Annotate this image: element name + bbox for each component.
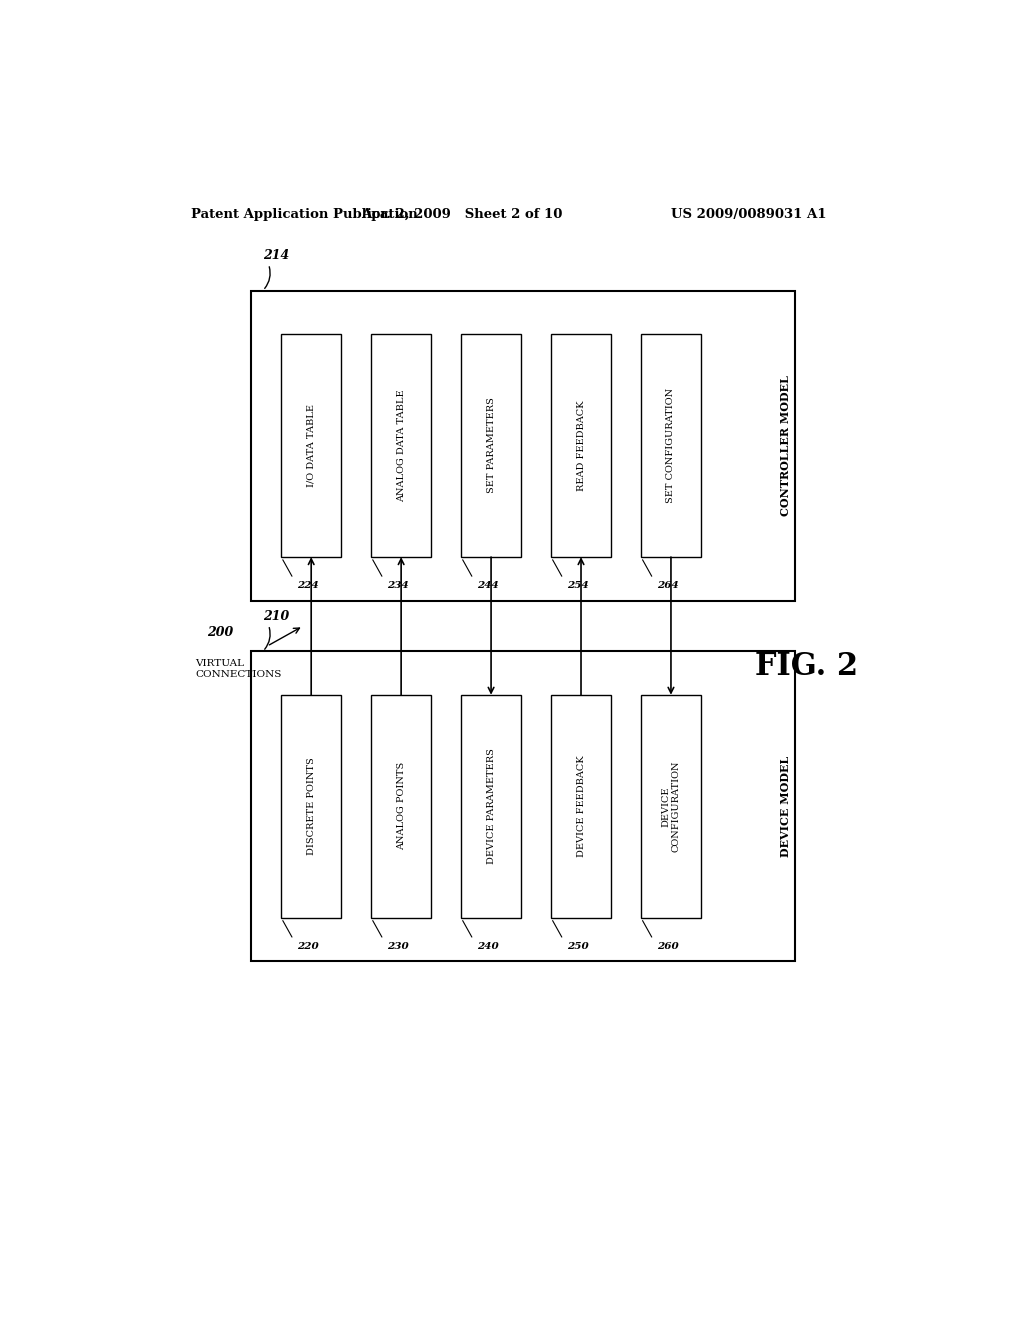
Bar (551, 334, 610, 557)
Text: 240: 240 (477, 941, 499, 950)
Text: DISCRETE POINTS: DISCRETE POINTS (307, 758, 315, 855)
Text: Apr. 2, 2009   Sheet 2 of 10: Apr. 2, 2009 Sheet 2 of 10 (360, 207, 562, 220)
Bar (282, 694, 341, 919)
Text: ANALOG POINTS: ANALOG POINTS (396, 762, 406, 850)
Bar (551, 694, 610, 919)
Text: 224: 224 (297, 581, 319, 590)
Text: 200: 200 (207, 626, 233, 639)
Bar (462, 694, 521, 919)
Text: SET PARAMETERS: SET PARAMETERS (486, 397, 496, 494)
Bar (641, 694, 700, 919)
Text: US 2009/0089031 A1: US 2009/0089031 A1 (671, 207, 826, 220)
Bar (372, 334, 431, 557)
Text: DEVICE PARAMETERS: DEVICE PARAMETERS (486, 748, 496, 865)
Text: VIRTUAL
CONNECTIONS: VIRTUAL CONNECTIONS (196, 660, 282, 678)
Bar (372, 694, 431, 919)
Text: SET CONFIGURATION: SET CONFIGURATION (667, 388, 676, 503)
Text: 264: 264 (657, 581, 679, 590)
Text: 254: 254 (567, 581, 589, 590)
Text: 210: 210 (263, 610, 289, 623)
Text: CONTROLLER MODEL: CONTROLLER MODEL (779, 375, 791, 516)
Text: READ FEEDBACK: READ FEEDBACK (577, 400, 586, 491)
Text: 214: 214 (263, 249, 289, 263)
Bar (641, 334, 700, 557)
Bar (462, 334, 521, 557)
Text: 244: 244 (477, 581, 499, 590)
Bar (251, 290, 795, 601)
Text: 220: 220 (297, 941, 319, 950)
Text: ANALOG DATA TABLE: ANALOG DATA TABLE (396, 389, 406, 502)
Bar (251, 651, 795, 961)
Text: DEVICE MODEL: DEVICE MODEL (779, 756, 791, 857)
Text: 230: 230 (387, 941, 409, 950)
Text: FIG. 2: FIG. 2 (755, 651, 858, 682)
Text: I/O DATA TABLE: I/O DATA TABLE (307, 404, 315, 487)
Text: 250: 250 (567, 941, 589, 950)
Text: 260: 260 (657, 941, 679, 950)
Text: 234: 234 (387, 581, 409, 590)
Bar (282, 334, 341, 557)
Text: Patent Application Publication: Patent Application Publication (191, 207, 418, 220)
Text: DEVICE
CONFIGURATION: DEVICE CONFIGURATION (662, 760, 681, 853)
Text: DEVICE FEEDBACK: DEVICE FEEDBACK (577, 755, 586, 857)
